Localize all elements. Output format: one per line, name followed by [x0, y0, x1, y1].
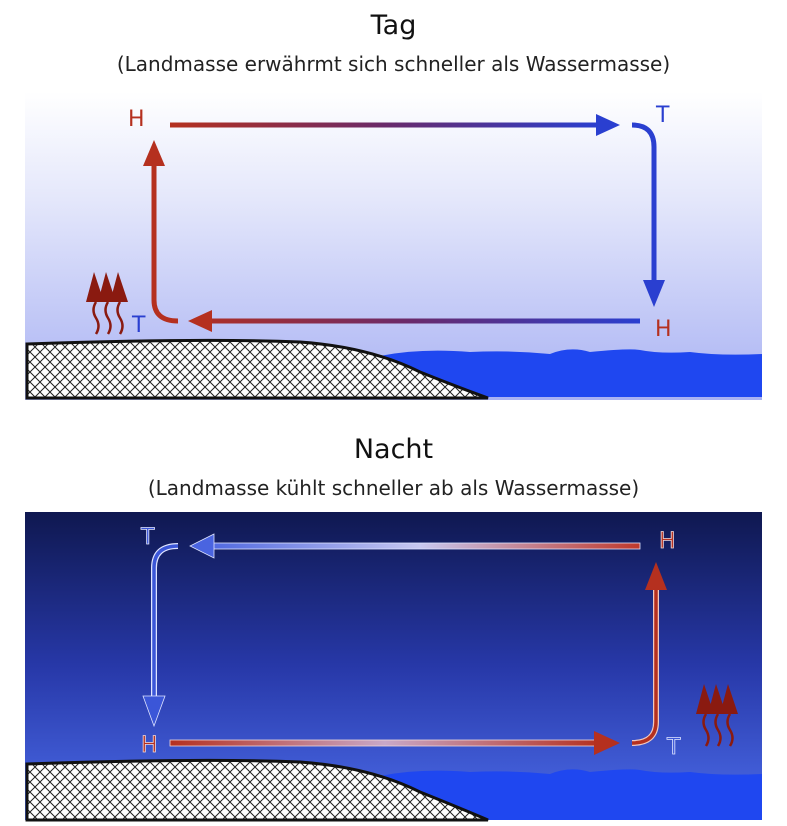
night-water	[380, 769, 762, 820]
day-subtitle: (Landmasse erwährmt sich schneller als W…	[116, 52, 671, 76]
night-label-top-left: T	[140, 525, 155, 550]
day-bottom-arrowhead	[188, 310, 212, 332]
day-title: Tag	[370, 10, 417, 41]
day-left-arrowhead	[143, 140, 165, 166]
day-label-bottom-right: H	[655, 317, 672, 342]
day-right-arrow	[631, 122, 657, 282]
night-heat-icon	[696, 684, 738, 747]
day-water	[380, 349, 762, 397]
night-top-arrow	[209, 542, 641, 550]
night-right-arrow-core	[631, 588, 658, 745]
night-bottom-arrow	[169, 739, 597, 747]
night-label-bottom-right: T	[666, 735, 681, 760]
day-label-top-right: T	[655, 103, 670, 128]
day-label-top-left: H	[128, 107, 145, 132]
day-right-arrowhead	[643, 280, 665, 307]
day-left-arrow	[151, 164, 179, 324]
night-diagram: T H H T	[25, 512, 762, 822]
night-left-arrow-core	[152, 544, 179, 698]
day-land	[25, 338, 489, 400]
day-diagram: H T H T	[25, 92, 762, 400]
day-label-bottom-left: T	[131, 313, 146, 338]
night-land	[25, 758, 489, 822]
night-top-arrowhead	[189, 533, 215, 559]
night-label-bottom-left: H	[141, 733, 158, 758]
night-title: Nacht	[353, 434, 434, 465]
night-right-arrowhead	[645, 562, 667, 590]
day-top-arrowhead	[596, 114, 620, 136]
day-heat-icon	[86, 272, 128, 335]
night-label-top-right: H	[659, 529, 676, 554]
night-bottom-arrowhead	[594, 731, 620, 755]
night-subtitle: (Landmasse kühlt schneller ab als Wasser…	[147, 476, 640, 500]
night-left-arrowhead	[142, 695, 166, 728]
